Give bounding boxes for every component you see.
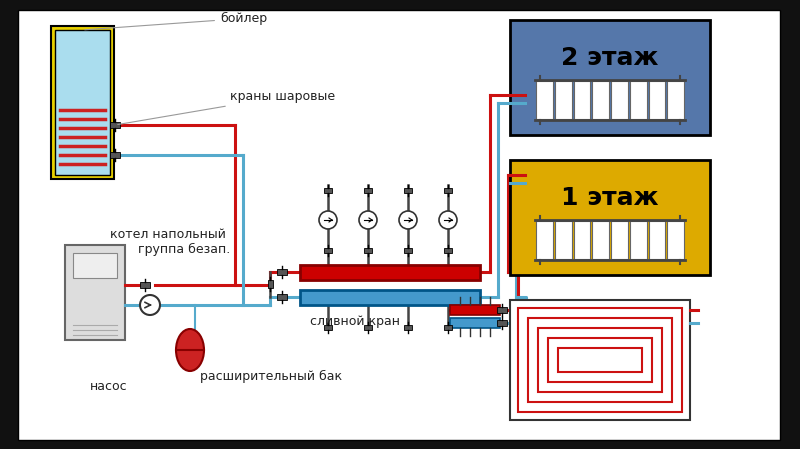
Circle shape	[140, 295, 160, 315]
Bar	[667, 221, 684, 259]
Text: краны шаровые: краны шаровые	[118, 90, 335, 124]
Text: 1 этаж: 1 этаж	[562, 186, 658, 210]
Bar	[611, 81, 628, 119]
Bar	[404, 247, 412, 252]
Bar	[649, 81, 666, 119]
Text: котел напольный: котел напольный	[110, 228, 226, 241]
Bar	[667, 81, 684, 119]
Bar	[324, 247, 332, 252]
Bar	[536, 221, 553, 259]
Ellipse shape	[176, 329, 204, 371]
Bar	[592, 81, 609, 119]
Bar	[324, 325, 332, 330]
Bar	[55, 30, 110, 175]
Bar	[450, 318, 500, 328]
Bar	[611, 221, 628, 259]
Bar	[510, 160, 710, 275]
Bar	[574, 221, 590, 259]
Text: 2 этаж: 2 этаж	[562, 46, 658, 70]
Bar	[65, 245, 125, 340]
Bar	[300, 265, 480, 280]
Bar	[324, 188, 332, 193]
Bar	[277, 269, 287, 275]
Bar	[528, 318, 672, 402]
Bar	[444, 247, 452, 252]
Circle shape	[439, 211, 457, 229]
Bar	[497, 307, 507, 313]
Circle shape	[319, 211, 337, 229]
Text: насос: насос	[90, 380, 128, 393]
Bar	[630, 81, 646, 119]
Bar	[558, 348, 642, 372]
Bar	[51, 26, 114, 179]
Circle shape	[399, 211, 417, 229]
Bar	[510, 300, 690, 420]
Bar	[554, 81, 571, 119]
Bar	[364, 325, 372, 330]
Bar	[277, 294, 287, 300]
Bar	[510, 20, 710, 135]
Bar	[536, 81, 553, 119]
Bar	[538, 328, 662, 392]
Bar	[554, 221, 571, 259]
Bar	[444, 325, 452, 330]
Bar	[630, 221, 646, 259]
Bar	[649, 221, 666, 259]
Text: расширительный бак: расширительный бак	[200, 370, 342, 383]
Bar	[364, 247, 372, 252]
Text: сливной кран: сливной кран	[310, 315, 400, 328]
Circle shape	[359, 211, 377, 229]
Bar	[300, 290, 480, 305]
Bar	[450, 305, 500, 315]
Bar	[574, 81, 590, 119]
Bar	[592, 221, 609, 259]
Bar	[518, 308, 682, 412]
Bar	[364, 188, 372, 193]
Bar	[267, 280, 273, 288]
Bar	[110, 122, 120, 128]
Bar	[404, 188, 412, 193]
Text: бойлер: бойлер	[85, 12, 267, 30]
Text: группа безап.: группа безап.	[138, 243, 230, 256]
Bar	[497, 320, 507, 326]
Bar	[140, 282, 150, 288]
Bar	[444, 188, 452, 193]
Bar	[110, 152, 120, 158]
Bar	[548, 338, 652, 382]
Bar	[404, 325, 412, 330]
Bar	[73, 253, 117, 278]
